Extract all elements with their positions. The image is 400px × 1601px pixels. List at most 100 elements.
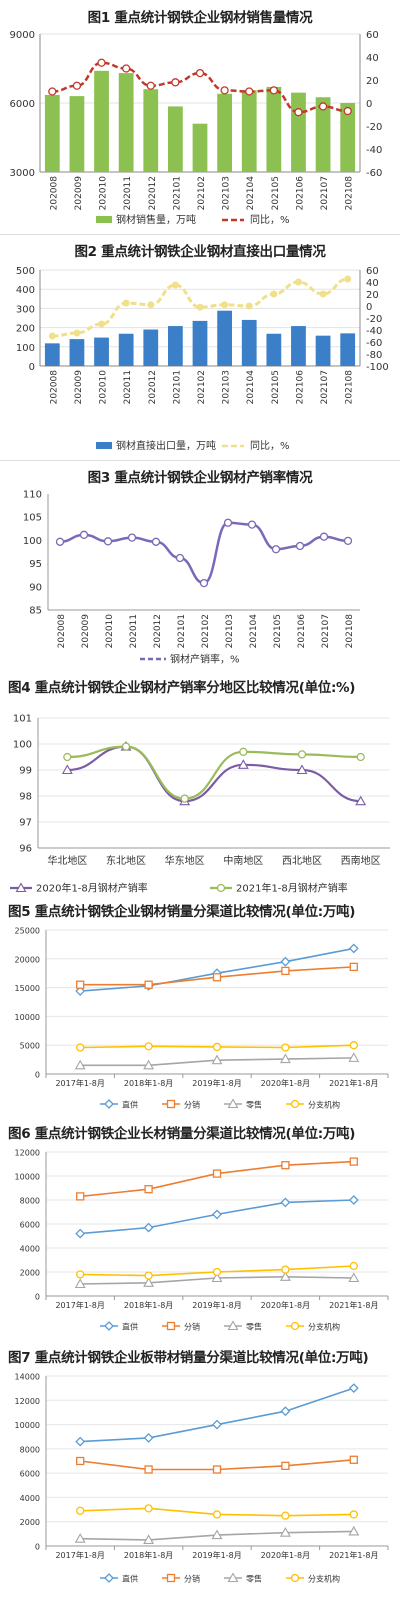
line-point [61,764,73,775]
bar [192,320,208,366]
bar [315,335,331,366]
line-point [175,553,185,563]
legend-label: 同比，% [250,440,290,452]
x-tick-label: 202101 [172,176,182,210]
line-point [269,86,278,95]
y-tick-label: 105 [23,513,42,524]
line-point [48,87,57,96]
line-point [212,1042,222,1052]
x-tick-label: 202101 [172,370,182,404]
line-point [349,1157,358,1166]
bar [44,343,60,366]
legend-marker [290,1573,300,1583]
y-tick-label: 99 [19,766,32,777]
x-tick-label: 202103 [222,370,232,404]
x-tick-label: 202008 [49,176,59,211]
y-tick-label: 5000 [20,1042,40,1051]
legend-marker [104,1099,114,1109]
line-point [76,1456,85,1466]
legend-label: 分支机构 [308,1322,340,1332]
line-point [356,752,365,762]
line-point [144,1042,153,1051]
line-point [122,299,130,307]
line-point [121,742,131,751]
line-point [212,1169,222,1178]
x-tick-label: 202106 [295,176,305,211]
x-tick-label: 西南地区 [341,854,381,867]
line-point [74,1059,86,1070]
line-point [245,302,253,310]
y2-tick-label: -20 [366,314,382,325]
series-line [80,1160,354,1198]
legend-label: 2021年1-8月钢材产销率 [236,882,348,895]
y-tick-label: 10000 [15,1421,40,1430]
line-point [180,794,189,803]
y-tick-label: 0 [35,1071,40,1080]
bar [118,333,134,366]
y2-tick-label: -100 [366,362,389,373]
line-point [281,966,290,976]
y-tick-label: 0 [35,1293,40,1302]
y-tick-label: 0 [35,1543,40,1552]
line-point [295,541,305,551]
y-tick-label: 15000 [15,984,40,993]
chart6-title: 图6 重点统计钢铁企业长材销量分渠道比较情况(单位:万吨) [8,1126,356,1142]
line-point [348,1272,360,1283]
legend-marker [216,883,226,893]
line-point [319,532,329,541]
x-tick-label: 中南地区 [223,854,263,867]
series-line [80,1387,355,1443]
legend-label: 分销 [184,1322,200,1332]
y-tick-label: 8000 [20,1197,40,1206]
line-point [294,108,303,117]
x-tick-label: 202012 [153,614,163,648]
legend-label: 分销 [184,1100,200,1110]
line-point [280,956,291,967]
x-tick-label: 华东地区 [165,854,205,867]
y-tick-label: 6000 [20,1470,40,1479]
x-tick-label: 东北地区 [106,854,146,867]
y-tick-label: 10000 [15,1013,40,1022]
x-tick-label: 202108 [345,370,355,405]
line-point [144,1271,153,1280]
y-tick-label: 6000 [10,99,35,110]
x-tick-label: 2021年1-8月 [329,1300,378,1310]
line-point [72,81,82,90]
line-point [74,1278,86,1289]
line-point [98,320,106,328]
x-tick-label: 202011 [129,614,139,648]
y-tick-label: 100 [23,536,42,547]
line-point [296,764,308,775]
bar [217,93,232,172]
line-point [143,1277,155,1287]
x-tick-label: 2019年1-8月 [192,1550,241,1560]
y-tick-label: 500 [16,266,35,277]
line-point [171,281,179,289]
y-tick-label: 14000 [15,1373,40,1382]
legend-label: 直供 [122,1100,138,1110]
legend-swatch [96,442,112,449]
y-tick-label: 96 [19,844,32,855]
line-point [75,986,86,996]
legend-label: 直供 [122,1574,138,1584]
bar [44,94,60,172]
line-point [75,1228,86,1239]
line-point [318,102,328,111]
legend-label: 分销 [184,1574,200,1584]
x-tick-label: 202102 [197,370,207,404]
line-point [279,1053,291,1064]
x-tick-label: 2018年1-8月 [124,1550,173,1560]
line-point [146,81,155,90]
line-point [76,1192,85,1201]
line-point [349,1455,358,1464]
x-tick-label: 202105 [271,176,281,210]
chart6-svg: 0 2000 4000 6000 8000 10000 12000 2017年1-8月 2018… [15,1149,389,1332]
bar [241,319,257,366]
line-point [294,278,302,286]
bar [168,106,183,172]
legend-label: 钢材产销率，% [170,653,240,666]
y-tick-label: 3000 [10,168,35,179]
y2-tick-label: -60 [366,168,382,179]
line-point [151,537,161,546]
